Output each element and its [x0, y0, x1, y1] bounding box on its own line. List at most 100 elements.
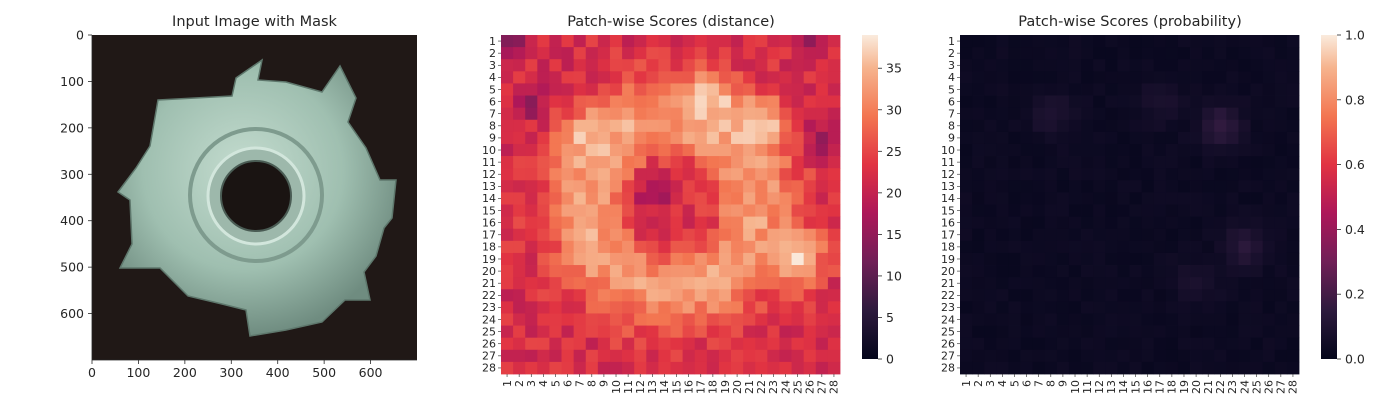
distance-cell — [646, 349, 659, 363]
probability-cell — [1141, 289, 1155, 302]
probability-cell — [1165, 289, 1179, 302]
probability-cell — [1202, 252, 1215, 266]
probability-cell — [1226, 119, 1239, 133]
probability-cell — [972, 277, 985, 290]
distance-x-tick-label: 24 — [779, 380, 792, 394]
distance-cell — [622, 301, 635, 314]
distance-cell — [694, 216, 708, 230]
distance-cell — [609, 143, 623, 157]
distance-cell — [622, 131, 635, 145]
distance-cell — [525, 361, 538, 375]
distance-cell — [694, 59, 708, 72]
distance-cell — [731, 192, 744, 205]
probability-cell — [1093, 313, 1106, 326]
distance-cell — [646, 156, 659, 169]
probability-cell — [1068, 131, 1082, 145]
distance-cell — [658, 71, 671, 84]
distance-cell — [658, 289, 671, 302]
probability-cell — [1129, 95, 1143, 109]
probability-cell — [996, 143, 1009, 157]
distance-cell — [731, 156, 744, 169]
probability-cell — [1274, 337, 1288, 351]
distance-cell — [646, 35, 659, 48]
probability-cell — [1081, 35, 1094, 48]
distance-cell — [670, 95, 684, 109]
distance-cell — [743, 192, 756, 205]
distance-cell — [779, 216, 792, 230]
distance-cell — [658, 349, 671, 363]
distance-cell — [670, 265, 684, 278]
probability-cell — [1226, 216, 1239, 230]
distance-cell — [597, 313, 611, 326]
distance-cell — [513, 47, 526, 60]
distance-cell — [827, 337, 841, 351]
probability-cell — [1044, 349, 1058, 363]
distance-cell — [585, 252, 599, 266]
probability-cell — [1202, 228, 1215, 242]
distance-cell — [597, 71, 611, 84]
probability-cell — [1286, 216, 1300, 230]
probability-cell — [1008, 216, 1021, 230]
probability-cell — [1044, 277, 1058, 290]
probability-cell — [1165, 265, 1179, 278]
distance-cell — [513, 228, 526, 242]
distance-cell — [791, 277, 805, 290]
distance-cell — [670, 180, 684, 193]
distance-cell — [670, 59, 684, 72]
probability-cell — [1177, 252, 1191, 266]
probability-cell — [1238, 204, 1251, 218]
distance-cell — [718, 168, 732, 181]
distance-cell — [791, 47, 805, 60]
distance-cell — [767, 252, 780, 266]
distance-cell — [501, 361, 514, 375]
distance-cell — [646, 240, 659, 254]
distance-cell — [513, 35, 526, 48]
probability-cell — [1068, 47, 1082, 60]
probability-cell — [1008, 289, 1021, 302]
distance-cell — [646, 265, 659, 278]
probability-cell — [1068, 95, 1082, 109]
probability-cell — [1093, 240, 1106, 254]
probability-cell — [1129, 83, 1143, 96]
distance-cell — [670, 325, 684, 339]
distance-cell — [501, 277, 514, 290]
distance-cell — [670, 301, 684, 314]
probability-cell — [1238, 265, 1251, 278]
distance-cell — [513, 361, 526, 375]
probability-cell — [1274, 192, 1288, 205]
probability-cell — [1226, 156, 1239, 169]
image-y-tick-label: 300 — [60, 167, 84, 182]
distance-cell — [622, 204, 635, 218]
distance-cell — [609, 301, 623, 314]
distance-cell — [743, 204, 756, 218]
probability-cell — [960, 252, 973, 266]
probability-cell — [1032, 156, 1046, 169]
probability-cell — [984, 192, 997, 205]
probability-cell — [972, 204, 985, 218]
probability-cell — [1153, 252, 1167, 266]
distance-cell — [513, 216, 526, 230]
distance-cell — [501, 325, 514, 339]
distance-cell — [706, 216, 720, 230]
distance-cell — [525, 277, 538, 290]
probability-cell — [1008, 131, 1021, 145]
distance-cell — [755, 361, 768, 375]
distance-cell — [670, 361, 684, 375]
probability-cell — [1008, 35, 1021, 48]
probability-cell — [1032, 107, 1046, 121]
distance-cell — [731, 265, 744, 278]
distance-cell — [501, 216, 514, 230]
distance-cell — [694, 337, 708, 351]
distance-cell — [622, 156, 635, 169]
distance-cell — [585, 265, 599, 278]
distance-cell — [585, 192, 599, 205]
distance-cell — [525, 143, 538, 157]
distance-cell — [670, 337, 684, 351]
distance-cell — [597, 228, 611, 242]
distance-cell — [694, 119, 708, 133]
probability-cell — [1093, 47, 1106, 60]
probability-cell — [1056, 361, 1070, 375]
distance-cell — [779, 313, 792, 326]
distance-cell — [634, 313, 647, 326]
distance-cell — [767, 71, 780, 84]
